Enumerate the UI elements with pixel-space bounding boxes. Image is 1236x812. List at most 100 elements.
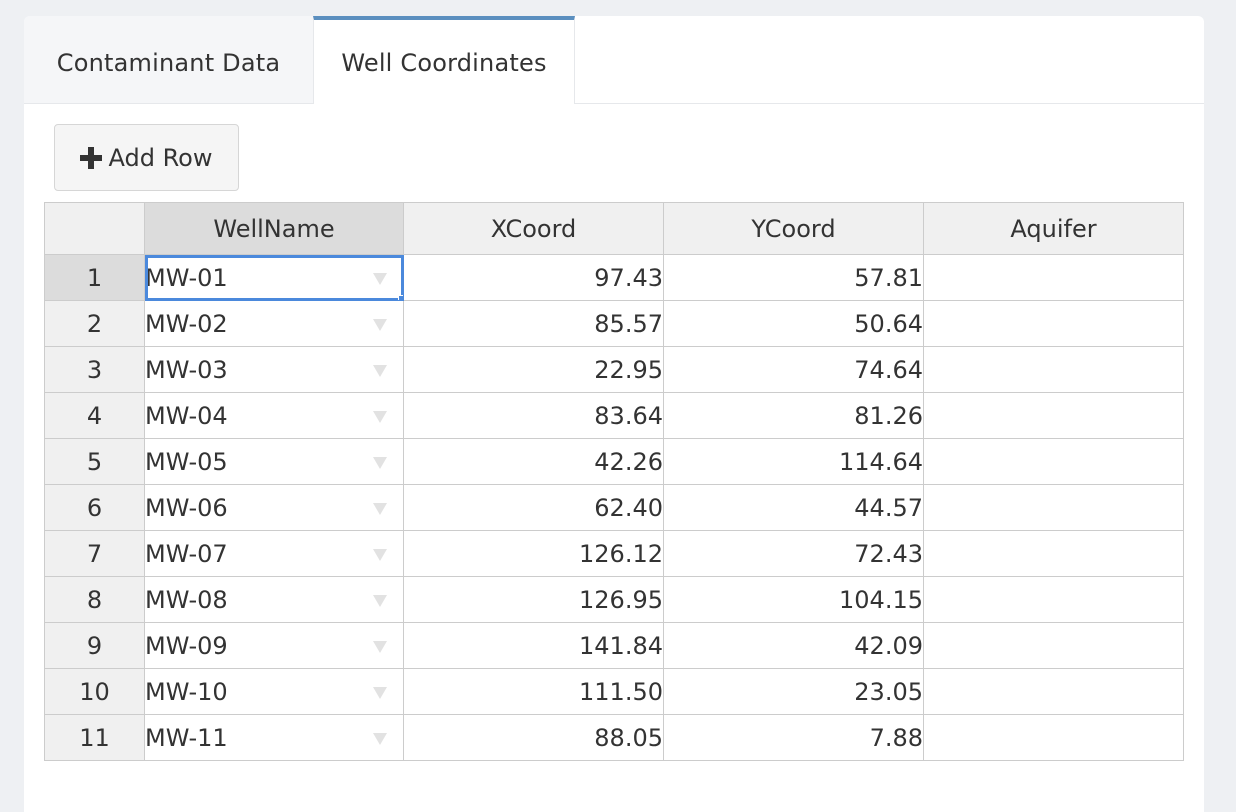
table-row: 2 MW-02 85.57 50.64: [44, 300, 1184, 347]
cell-wellname[interactable]: MW-05: [144, 438, 404, 485]
cell-wellname[interactable]: MW-10: [144, 668, 404, 715]
cell-wellname-value: MW-07: [145, 539, 228, 568]
cell-xcoord[interactable]: 88.05: [403, 714, 664, 761]
table-row: 10 MW-10 111.50 23.05: [44, 668, 1184, 715]
cell-xcoord[interactable]: 42.26: [403, 438, 664, 485]
row-number[interactable]: 3: [44, 346, 145, 393]
cell-wellname[interactable]: MW-03: [144, 346, 404, 393]
cell-aquifer[interactable]: [923, 714, 1184, 761]
data-panel: Contaminant Data Well Coordinates Add Ro…: [24, 16, 1204, 812]
dropdown-arrow-icon[interactable]: [373, 686, 387, 699]
cell-aquifer[interactable]: [923, 438, 1184, 485]
cell-wellname-value: MW-11: [145, 723, 228, 752]
column-header-xcoord[interactable]: XCoord: [403, 202, 664, 255]
cell-wellname-value: MW-02: [145, 309, 228, 338]
dropdown-arrow-icon[interactable]: [373, 318, 387, 331]
row-number[interactable]: 11: [44, 714, 145, 761]
cell-wellname-value: MW-01: [145, 263, 228, 292]
row-number[interactable]: 8: [44, 576, 145, 623]
row-number[interactable]: 6: [44, 484, 145, 531]
cell-wellname-value: MW-04: [145, 401, 228, 430]
dropdown-arrow-icon[interactable]: [373, 548, 387, 561]
table-row: 9 MW-09 141.84 42.09: [44, 622, 1184, 669]
cell-ycoord[interactable]: 44.57: [663, 484, 924, 531]
cell-ycoord[interactable]: 23.05: [663, 668, 924, 715]
row-number[interactable]: 1: [44, 254, 145, 301]
cell-aquifer[interactable]: [923, 622, 1184, 669]
cell-wellname[interactable]: MW-01: [144, 254, 404, 301]
dropdown-arrow-icon[interactable]: [373, 594, 387, 607]
table-row: 3 MW-03 22.95 74.64: [44, 346, 1184, 393]
dropdown-arrow-icon[interactable]: [373, 640, 387, 653]
cell-xcoord[interactable]: 126.12: [403, 530, 664, 577]
cell-xcoord[interactable]: 126.95: [403, 576, 664, 623]
cell-aquifer[interactable]: [923, 530, 1184, 577]
add-row-button[interactable]: Add Row: [54, 124, 239, 191]
row-number[interactable]: 10: [44, 668, 145, 715]
cell-ycoord[interactable]: 72.43: [663, 530, 924, 577]
cell-ycoord[interactable]: 57.81: [663, 254, 924, 301]
row-number[interactable]: 7: [44, 530, 145, 577]
tab-contaminant-data[interactable]: Contaminant Data: [24, 16, 313, 103]
cell-ycoord[interactable]: 42.09: [663, 622, 924, 669]
dropdown-arrow-icon[interactable]: [373, 364, 387, 377]
dropdown-arrow-icon[interactable]: [373, 732, 387, 745]
table-row: 11 MW-11 88.05 7.88: [44, 714, 1184, 761]
cell-wellname[interactable]: MW-06: [144, 484, 404, 531]
row-number[interactable]: 4: [44, 392, 145, 439]
cell-wellname-value: MW-03: [145, 355, 228, 384]
cell-wellname[interactable]: MW-04: [144, 392, 404, 439]
column-header-aquifer[interactable]: Aquifer: [923, 202, 1184, 255]
cell-ycoord[interactable]: 7.88: [663, 714, 924, 761]
cell-xcoord[interactable]: 83.64: [403, 392, 664, 439]
cell-aquifer[interactable]: [923, 484, 1184, 531]
cell-wellname[interactable]: MW-09: [144, 622, 404, 669]
cell-xcoord[interactable]: 97.43: [403, 254, 664, 301]
column-header-wellname[interactable]: WellName: [144, 202, 404, 255]
cell-wellname-value: MW-06: [145, 493, 228, 522]
dropdown-arrow-icon[interactable]: [373, 272, 387, 285]
cell-ycoord[interactable]: 104.15: [663, 576, 924, 623]
cell-ycoord[interactable]: 74.64: [663, 346, 924, 393]
cell-xcoord[interactable]: 22.95: [403, 346, 664, 393]
cell-wellname-value: MW-05: [145, 447, 228, 476]
fill-handle[interactable]: [398, 295, 403, 300]
cell-wellname-value: MW-09: [145, 631, 228, 660]
table-row: 1 MW-01 97.43 57.81: [44, 254, 1184, 301]
row-number[interactable]: 9: [44, 622, 145, 669]
cell-aquifer[interactable]: [923, 300, 1184, 347]
table-row: 4 MW-04 83.64 81.26: [44, 392, 1184, 439]
table-row: 5 MW-05 42.26 114.64: [44, 438, 1184, 485]
cell-ycoord[interactable]: 50.64: [663, 300, 924, 347]
cell-wellname[interactable]: MW-07: [144, 530, 404, 577]
cell-wellname-value: MW-08: [145, 585, 228, 614]
dropdown-arrow-icon[interactable]: [373, 410, 387, 423]
cell-aquifer[interactable]: [923, 254, 1184, 301]
dropdown-arrow-icon[interactable]: [373, 502, 387, 515]
cell-wellname[interactable]: MW-11: [144, 714, 404, 761]
dropdown-arrow-icon[interactable]: [373, 456, 387, 469]
cell-xcoord[interactable]: 111.50: [403, 668, 664, 715]
well-coordinates-table: WellName XCoord YCoord Aquifer 1 MW-01 97.…: [44, 202, 1184, 761]
cell-ycoord[interactable]: 81.26: [663, 392, 924, 439]
cell-wellname[interactable]: MW-02: [144, 300, 404, 347]
add-row-label: Add Row: [108, 143, 213, 172]
plus-icon: [80, 146, 103, 169]
row-number[interactable]: 2: [44, 300, 145, 347]
header-row: WellName XCoord YCoord Aquifer: [44, 202, 1184, 255]
column-header-ycoord[interactable]: YCoord: [663, 202, 924, 255]
table-row: 8 MW-08 126.95 104.15: [44, 576, 1184, 623]
cell-xcoord[interactable]: 85.57: [403, 300, 664, 347]
cell-ycoord[interactable]: 114.64: [663, 438, 924, 485]
cell-aquifer[interactable]: [923, 576, 1184, 623]
cell-aquifer[interactable]: [923, 392, 1184, 439]
cell-xcoord[interactable]: 62.40: [403, 484, 664, 531]
row-number[interactable]: 5: [44, 438, 145, 485]
cell-wellname[interactable]: MW-08: [144, 576, 404, 623]
cell-aquifer[interactable]: [923, 346, 1184, 393]
cell-xcoord[interactable]: 141.84: [403, 622, 664, 669]
corner-header[interactable]: [44, 202, 145, 255]
cell-aquifer[interactable]: [923, 668, 1184, 715]
tab-well-coordinates[interactable]: Well Coordinates: [313, 16, 575, 104]
tab-bar: Contaminant Data Well Coordinates: [24, 16, 1204, 104]
